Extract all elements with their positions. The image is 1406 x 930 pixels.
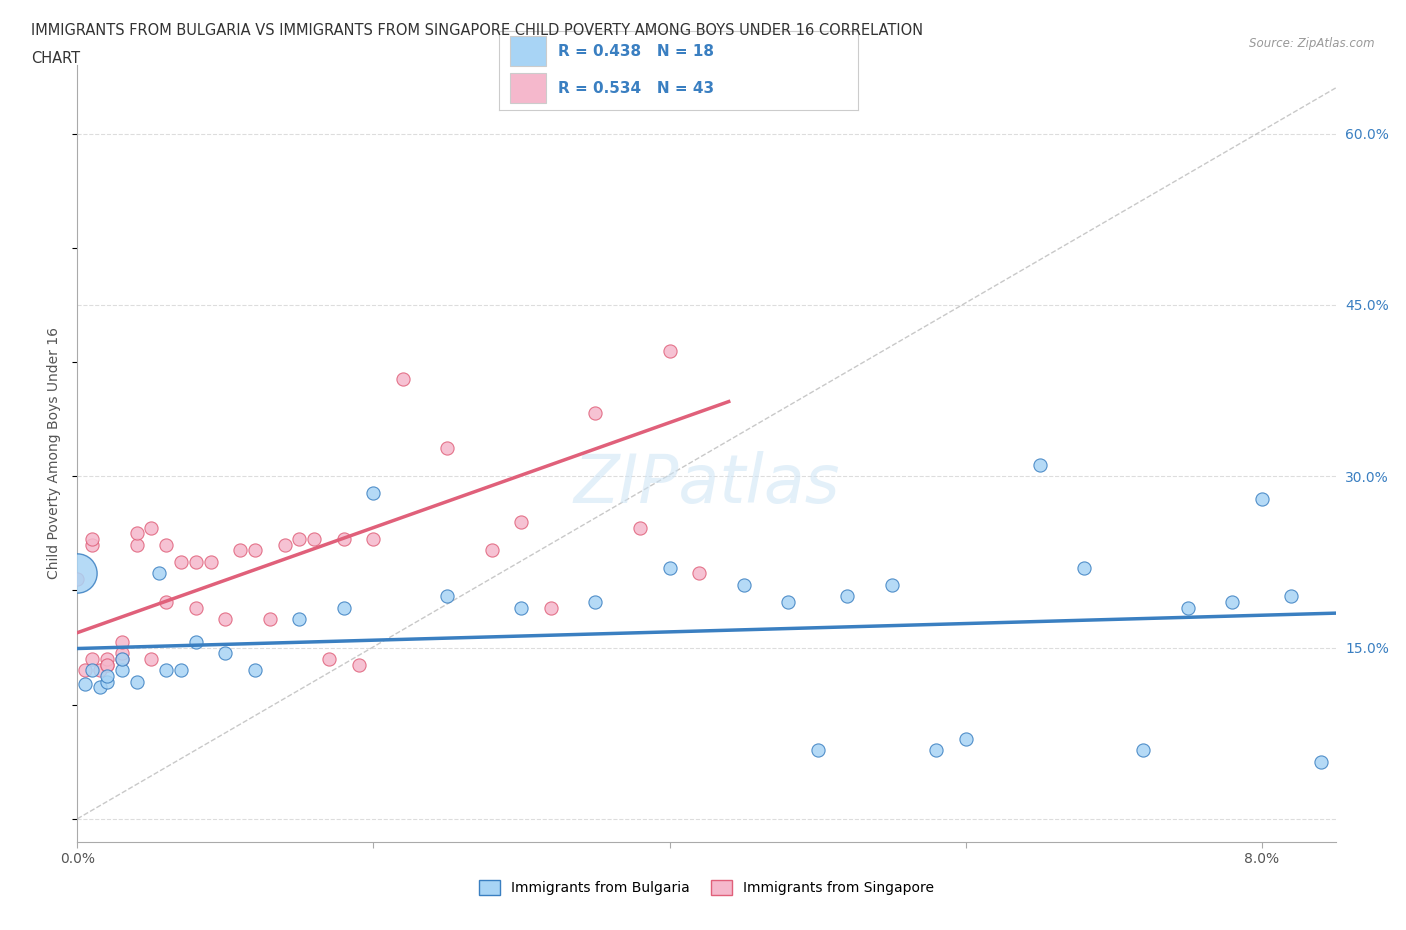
Point bbox=[658, 343, 681, 358]
Point bbox=[96, 674, 118, 689]
Point bbox=[184, 554, 207, 569]
Point bbox=[880, 578, 903, 592]
Point bbox=[540, 600, 562, 615]
Point bbox=[96, 658, 118, 672]
Text: ZIPatlas: ZIPatlas bbox=[574, 451, 839, 517]
Point bbox=[125, 538, 148, 552]
Point bbox=[96, 669, 118, 684]
Point bbox=[243, 663, 266, 678]
Point bbox=[66, 572, 89, 587]
Point bbox=[585, 594, 607, 609]
Text: R = 0.438   N = 18: R = 0.438 N = 18 bbox=[558, 44, 714, 59]
Point bbox=[111, 645, 134, 660]
Point bbox=[96, 652, 118, 667]
Point bbox=[925, 743, 948, 758]
Point bbox=[363, 485, 385, 500]
Point bbox=[776, 594, 799, 609]
Point bbox=[82, 663, 104, 678]
Point bbox=[436, 440, 458, 455]
Text: R = 0.534   N = 43: R = 0.534 N = 43 bbox=[558, 81, 714, 96]
Point bbox=[96, 658, 118, 672]
Point bbox=[288, 532, 311, 547]
Point bbox=[1132, 743, 1154, 758]
Y-axis label: Child Poverty Among Boys Under 16: Child Poverty Among Boys Under 16 bbox=[48, 327, 62, 579]
Point bbox=[658, 560, 681, 575]
Legend: Immigrants from Bulgaria, Immigrants from Singapore: Immigrants from Bulgaria, Immigrants fro… bbox=[474, 875, 939, 901]
Point bbox=[1073, 560, 1095, 575]
Point bbox=[125, 674, 148, 689]
Point bbox=[170, 554, 193, 569]
Point bbox=[347, 658, 370, 672]
Point bbox=[628, 520, 651, 535]
Point bbox=[125, 525, 148, 540]
Point bbox=[333, 600, 356, 615]
Bar bbox=[510, 36, 546, 66]
Text: Source: ZipAtlas.com: Source: ZipAtlas.com bbox=[1250, 37, 1375, 50]
Point bbox=[200, 554, 222, 569]
Point bbox=[333, 532, 356, 547]
Text: CHART: CHART bbox=[31, 51, 80, 66]
Point bbox=[82, 538, 104, 552]
Text: IMMIGRANTS FROM BULGARIA VS IMMIGRANTS FROM SINGAPORE CHILD POVERTY AMONG BOYS U: IMMIGRANTS FROM BULGARIA VS IMMIGRANTS F… bbox=[31, 23, 924, 38]
Point bbox=[302, 532, 325, 547]
Point bbox=[141, 652, 163, 667]
Point bbox=[229, 543, 252, 558]
Point bbox=[89, 663, 111, 678]
Point bbox=[1220, 594, 1243, 609]
Point bbox=[806, 743, 828, 758]
Point bbox=[155, 594, 177, 609]
Point bbox=[1279, 589, 1302, 604]
Point bbox=[837, 589, 859, 604]
Point bbox=[717, 92, 740, 107]
Point bbox=[111, 663, 134, 678]
Point bbox=[1177, 600, 1199, 615]
Point bbox=[363, 532, 385, 547]
Bar bbox=[510, 73, 546, 103]
Point bbox=[585, 406, 607, 421]
Point bbox=[111, 634, 134, 649]
Point bbox=[392, 372, 415, 387]
Point bbox=[273, 538, 295, 552]
Point bbox=[1028, 458, 1050, 472]
Point bbox=[1250, 492, 1272, 507]
Point bbox=[733, 578, 755, 592]
Point bbox=[184, 600, 207, 615]
Point bbox=[214, 645, 236, 660]
Point bbox=[288, 612, 311, 627]
Point bbox=[259, 612, 281, 627]
Point bbox=[155, 538, 177, 552]
Point bbox=[170, 663, 193, 678]
Point bbox=[155, 663, 177, 678]
Point bbox=[82, 652, 104, 667]
Point bbox=[111, 652, 134, 667]
Point bbox=[510, 514, 533, 529]
Point bbox=[688, 565, 710, 580]
Point bbox=[243, 543, 266, 558]
Point bbox=[1309, 754, 1331, 769]
Point bbox=[82, 532, 104, 547]
Point bbox=[436, 589, 458, 604]
Point bbox=[184, 634, 207, 649]
Point bbox=[111, 652, 134, 667]
Point bbox=[510, 600, 533, 615]
Point bbox=[148, 565, 170, 580]
Point bbox=[73, 677, 96, 692]
Point bbox=[318, 652, 340, 667]
Point bbox=[73, 663, 96, 678]
Point bbox=[214, 612, 236, 627]
Point bbox=[955, 731, 977, 746]
Point bbox=[89, 680, 111, 695]
Point bbox=[141, 520, 163, 535]
Point bbox=[481, 543, 503, 558]
Point bbox=[66, 565, 89, 580]
